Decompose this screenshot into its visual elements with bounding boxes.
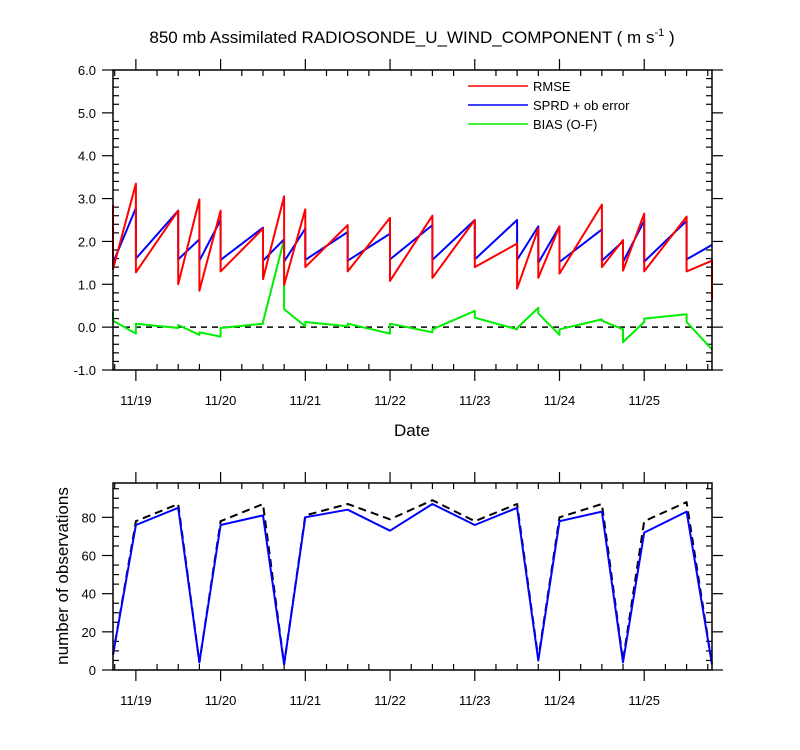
bottom-x-tick-labels: 11/19 11/20 11/21 11/22 11/23 11/24 11/25	[120, 693, 660, 708]
bottom-x-tick-label: 11/25	[628, 693, 660, 708]
top-series-bias-o-f	[112, 238, 713, 351]
top-x-tick-label: 11/19	[120, 393, 152, 408]
top-y-tick-label: 0.0	[78, 320, 96, 335]
bottom-axis-ticks	[102, 472, 723, 681]
top-axis-ticks	[102, 59, 723, 381]
top-series-rmse	[112, 182, 713, 301]
legend-bias-label: BIAS (O-F)	[533, 117, 597, 132]
top-y-tick-labels: -1.0 0.0 1.0 2.0 3.0 4.0 5.0 6.0	[74, 63, 96, 378]
bottom-plot-frame	[112, 482, 713, 671]
legend: RMSE SPRD + ob error BIAS (O-F)	[468, 79, 630, 132]
x-axis-label: Date	[394, 421, 430, 440]
bottom-series-assimilated-observations	[112, 503, 713, 666]
bottom-x-tick-label: 11/24	[544, 693, 576, 708]
bottom-y-tick-label: 20	[82, 625, 96, 640]
top-y-tick-label: 1.0	[78, 277, 96, 292]
top-x-tick-label: 11/25	[628, 393, 660, 408]
top-x-tick-label: 11/24	[544, 393, 576, 408]
chart-title: 850 mb Assimilated RADIOSONDE_U_WIND_COM…	[149, 27, 674, 47]
legend-rmse-label: RMSE	[533, 79, 571, 94]
top-y-tick-label: 5.0	[78, 106, 96, 121]
bottom-y-tick-label: 80	[82, 510, 96, 525]
top-x-tick-label: 11/22	[374, 393, 406, 408]
top-panel: -1.0 0.0 1.0 2.0 3.0 4.0 5.0 6.0 11/19 11/20 11/2…	[74, 59, 723, 440]
top-series-group	[112, 182, 713, 351]
top-x-tick-label: 11/20	[205, 393, 237, 408]
top-y-tick-label: 4.0	[78, 149, 96, 164]
top-plot-frame	[112, 69, 713, 371]
top-x-tick-label: 11/23	[459, 393, 491, 408]
bottom-y-tick-label: 60	[82, 549, 96, 564]
top-y-tick-label: -1.0	[74, 363, 96, 378]
bottom-panel: 0 20 40 60 80 11/19 11/20 11/21 11/22 11/23 11/24…	[53, 472, 723, 708]
y-axis-label-observations: number of observations	[53, 487, 72, 665]
bottom-y-tick-labels: 0 20 40 60 80	[82, 510, 96, 678]
top-y-tick-label: 2.0	[78, 234, 96, 249]
bottom-y-tick-label: 0	[89, 663, 96, 678]
bottom-x-tick-label: 11/20	[205, 693, 237, 708]
top-x-tick-label: 11/21	[290, 393, 322, 408]
bottom-y-tick-label: 40	[82, 587, 96, 602]
legend-sprd-label: SPRD + ob error	[533, 98, 630, 113]
top-x-tick-labels: 11/19 11/20 11/21 11/22 11/23 11/24 11/25	[120, 393, 660, 408]
bottom-series-group	[112, 499, 713, 666]
top-y-tick-label: 3.0	[78, 192, 96, 207]
bottom-x-tick-label: 11/22	[374, 693, 406, 708]
top-y-tick-label: 6.0	[78, 63, 96, 78]
bottom-x-tick-label: 11/23	[459, 693, 491, 708]
bottom-x-tick-label: 11/19	[120, 693, 152, 708]
bottom-x-tick-label: 11/21	[290, 693, 322, 708]
